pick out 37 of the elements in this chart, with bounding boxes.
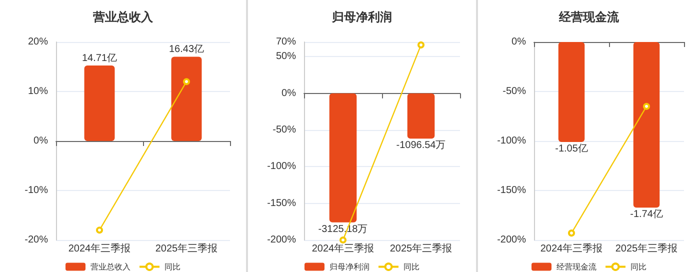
legend-label: 同比: [630, 262, 646, 272]
y-tick-label: 0%: [34, 136, 48, 146]
data-label: -1.74亿: [630, 209, 663, 220]
chart-title: 归母净利润: [331, 10, 392, 24]
y-tick-label: 70%: [276, 36, 296, 48]
y-tick-label: -100%: [497, 136, 526, 146]
legend-label: 营业总收入: [90, 262, 130, 272]
y-tick-label: -150%: [267, 198, 296, 209]
legend-label: 同比: [164, 262, 180, 272]
legend-label: 归母净利润: [330, 262, 370, 272]
legend-label: 经营现金流: [556, 262, 596, 272]
data-label: 14.71亿: [82, 53, 118, 64]
x-tick-label: 2024年三季报: [540, 242, 603, 254]
y-tick-label: -200%: [267, 234, 296, 246]
data-label: 16.43亿: [168, 44, 204, 56]
x-tick-label: 2025年三季报: [390, 242, 452, 254]
chart-title: 经营现金流: [558, 10, 620, 24]
chart-title: 营业总收入: [92, 10, 154, 24]
y-tick-label: -200%: [497, 234, 526, 246]
y-tick-label: 20%: [28, 36, 48, 48]
x-tick-label: 2024年三季报: [312, 242, 374, 254]
y-tick-label: 10%: [28, 86, 48, 97]
y-tick-label: -10%: [24, 185, 48, 196]
data-label: -1.05亿: [555, 143, 588, 154]
y-tick-label: 0%: [282, 88, 296, 99]
y-tick-label: -100%: [267, 161, 296, 172]
legend-label: 同比: [404, 262, 420, 272]
y-tick-label: 0%: [512, 36, 526, 48]
y-tick-label: -50%: [272, 124, 296, 136]
x-tick-label: 2025年三季报: [155, 242, 218, 254]
y-tick-label: 50%: [276, 51, 296, 62]
y-tick-label: -150%: [497, 185, 526, 196]
x-tick-label: 2024年三季报: [68, 242, 131, 254]
data-label: -1096.54万: [396, 140, 446, 152]
x-tick-label: 2025年三季报: [615, 242, 678, 254]
y-tick-label: -50%: [502, 86, 526, 97]
y-tick-label: -20%: [24, 234, 48, 246]
